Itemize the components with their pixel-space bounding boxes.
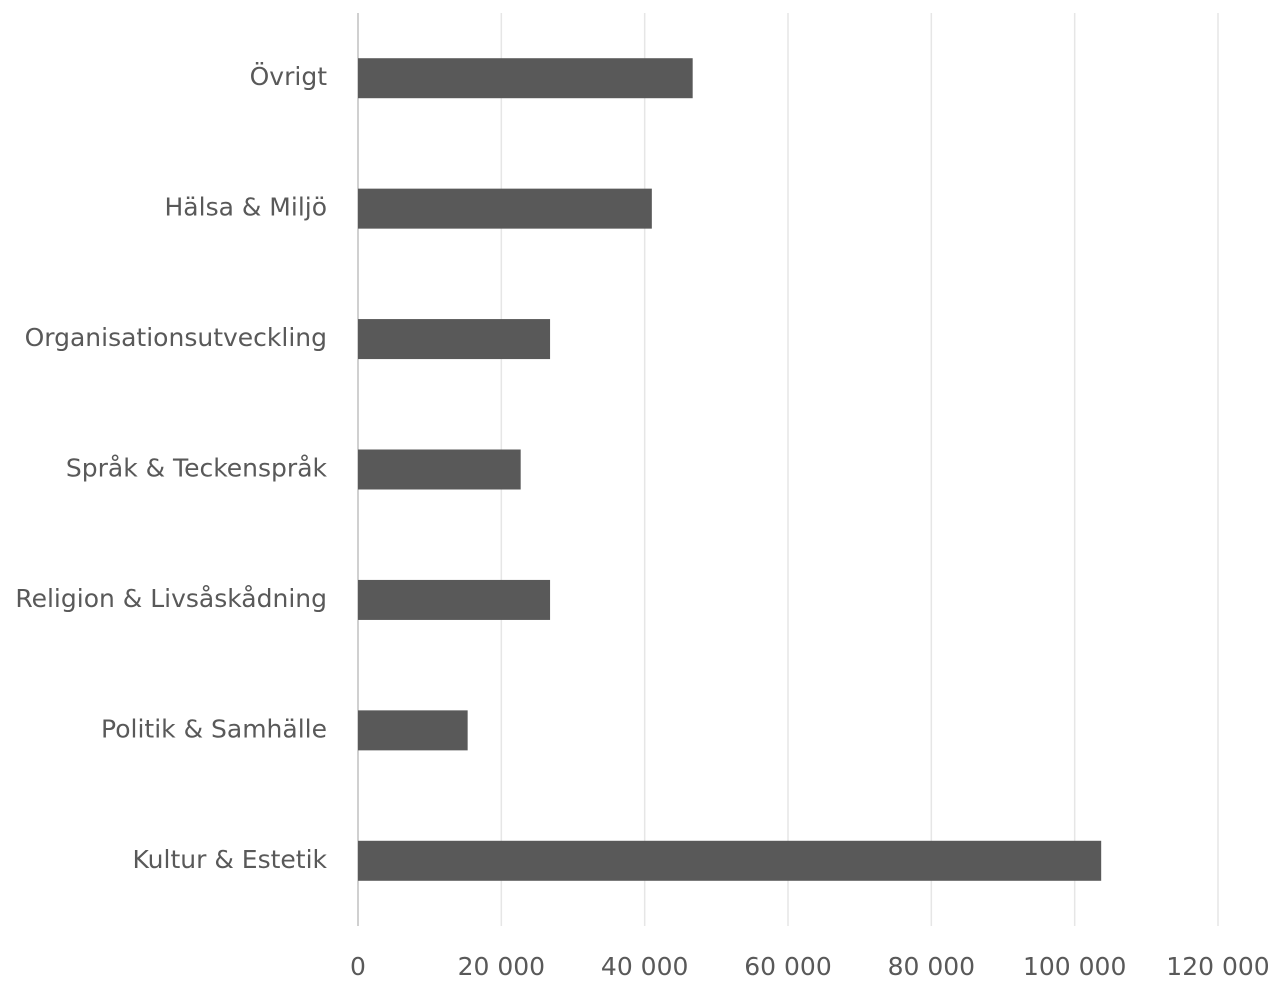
y-tick-label: Organisationsutveckling — [25, 323, 327, 352]
bar — [358, 579, 551, 620]
y-tick-label: Kultur & Estetik — [133, 845, 328, 874]
y-tick-label: Hälsa & Miljö — [165, 193, 328, 222]
y-tick-label: Religion & Livsåskådning — [15, 584, 327, 613]
x-tick-label: 0 — [350, 952, 366, 981]
x-tick-label: 80 000 — [888, 952, 975, 981]
bar — [358, 188, 652, 229]
bar — [358, 449, 521, 490]
x-tick-label: 40 000 — [601, 952, 688, 981]
y-tick-label: Språk & Teckenspråk — [66, 454, 328, 483]
x-tick-label: 120 000 — [1166, 952, 1269, 981]
x-tick-label: 60 000 — [744, 952, 831, 981]
bar — [358, 319, 551, 360]
bar — [358, 58, 693, 99]
bar — [358, 710, 468, 751]
y-tick-label: Övrigt — [250, 62, 328, 91]
bar — [358, 840, 1102, 881]
x-tick-label: 100 000 — [1023, 952, 1126, 981]
x-tick-label: 20 000 — [458, 952, 545, 981]
y-tick-label: Politik & Samhälle — [101, 714, 327, 743]
